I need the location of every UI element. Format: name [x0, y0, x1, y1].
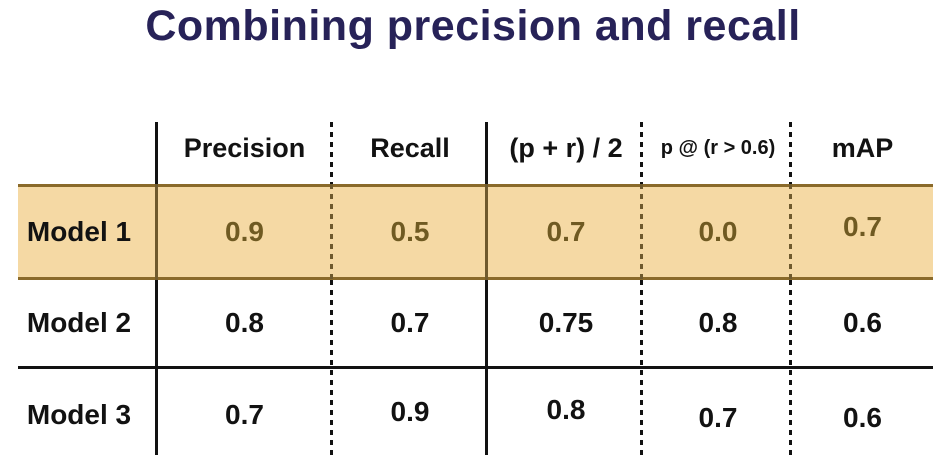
cell-model-1-p-plus-r-over-2: 0.7 [546, 216, 586, 247]
row-label-model-3: Model 3 [26, 399, 132, 430]
column-separator-dashed-1 [330, 122, 333, 184]
cell-model-1-p-at-r-gt-0-6: 0.0 [698, 216, 738, 247]
cell-model-3-recall: 0.9 [390, 396, 430, 427]
column-separator-dashed-3 [789, 184, 792, 280]
cell-model-3-map: 0.6 [843, 402, 882, 433]
column-separator-dashed-1 [330, 184, 333, 280]
column-separator-dashed-2 [640, 122, 643, 184]
cell-model-2-recall: 0.7 [390, 307, 430, 338]
column-header-precision: Precision [183, 132, 306, 163]
cell-model-3-p-at-r-gt-0-6: 0.7 [698, 402, 738, 433]
slide-title: Combining precision and recall [145, 2, 801, 50]
highlight-band-model-1 [18, 184, 933, 280]
column-header-recall: Recall [370, 132, 450, 163]
column-header-map: mAP [831, 132, 894, 163]
cell-model-1-recall: 0.5 [390, 216, 430, 247]
cell-model-2-map: 0.6 [843, 307, 882, 338]
cell-model-2-precision: 0.8 [225, 307, 264, 338]
column-separator-dashed-2 [640, 184, 643, 280]
cell-model-1-map: 0.7 [843, 211, 882, 242]
row-label-model-2: Model 2 [26, 307, 132, 338]
column-header-p-plus-r-over-2: (p + r) / 2 [509, 132, 623, 163]
column-separator-solid-2 [485, 184, 488, 280]
cell-model-2-p-at-r-gt-0-6: 0.8 [698, 307, 738, 338]
column-separator-solid-2 [485, 122, 488, 184]
column-separator-dashed-3 [789, 122, 792, 184]
cell-model-3-precision: 0.7 [225, 399, 264, 430]
row-separator-line [18, 366, 933, 369]
column-separator-solid-1 [155, 184, 158, 280]
row-label-model-1: Model 1 [26, 216, 132, 247]
column-header-p-at-r-gt-0-6: p @ (r > 0.6) [660, 136, 776, 159]
column-separator-solid-1 [155, 122, 158, 184]
cell-model-3-p-plus-r-over-2: 0.8 [546, 394, 586, 425]
cell-model-1-precision: 0.9 [225, 216, 264, 247]
cell-model-2-p-plus-r-over-2: 0.75 [538, 307, 594, 338]
